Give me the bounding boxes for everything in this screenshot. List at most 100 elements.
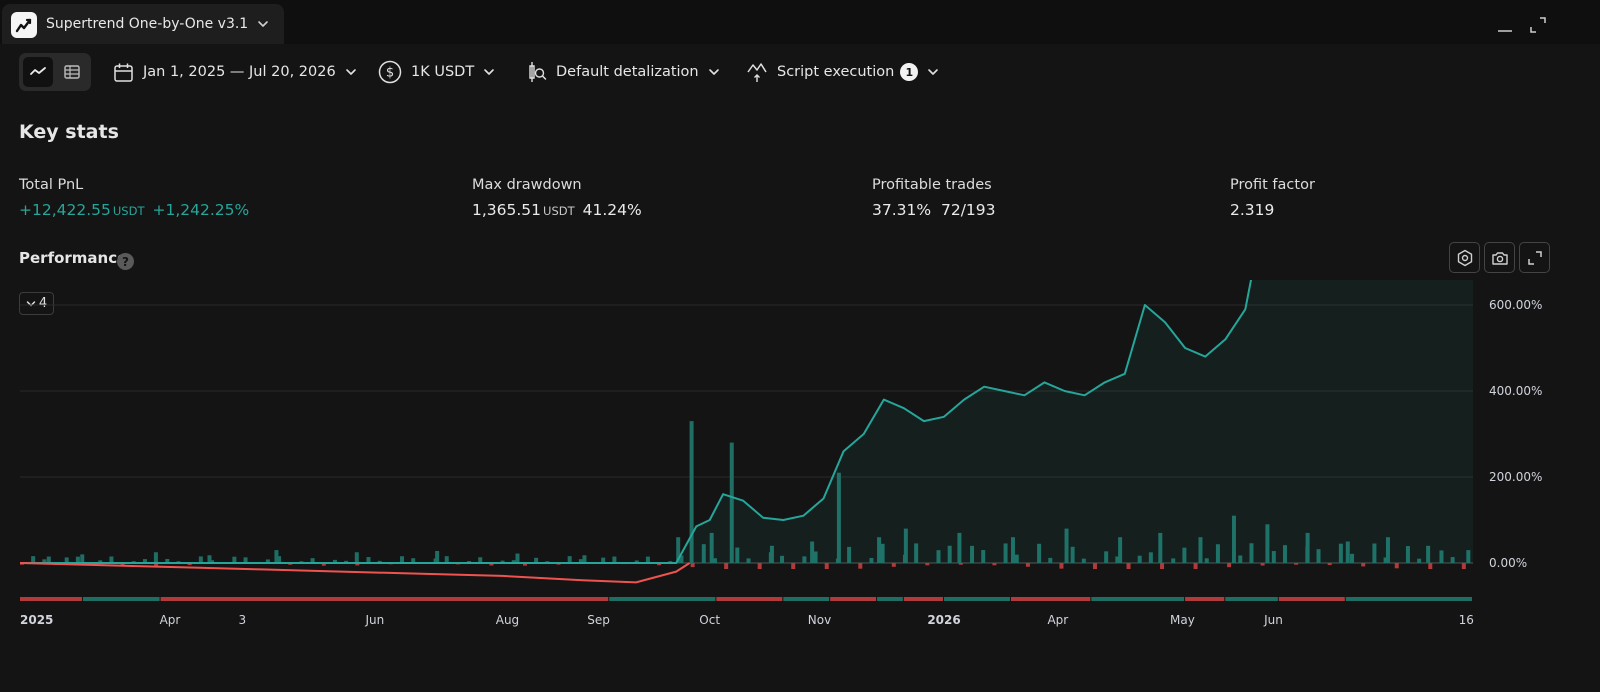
profit-bar [769, 545, 774, 563]
profit-bar [274, 550, 279, 563]
help-icon[interactable]: ? [117, 253, 134, 270]
y-tick-label: 0.00% [1489, 556, 1527, 570]
profit-bar [981, 550, 986, 563]
profit-bar [1204, 558, 1209, 563]
loss-bar [1059, 563, 1064, 569]
profit-bar [1014, 554, 1019, 563]
profit-bar [42, 559, 47, 563]
chart-settings-button[interactable] [1449, 242, 1480, 273]
strategy-tab[interactable]: Supertrend One-by-One v3.1 [2, 4, 284, 44]
chevron-down-icon [345, 69, 356, 75]
profit-bar [645, 556, 650, 563]
loss-bar [690, 563, 695, 568]
loss-bar [522, 563, 527, 566]
profit-bar [802, 556, 807, 563]
maximize-icon[interactable] [1527, 14, 1549, 36]
profit-bar [914, 543, 919, 563]
profit-bar [98, 560, 103, 563]
profit-bar [1171, 558, 1176, 563]
loss-bar [724, 563, 729, 569]
profit-bar [243, 557, 248, 563]
x-tick-label: Jun [1263, 613, 1283, 627]
profit-bar [869, 557, 874, 563]
table-view-button[interactable] [57, 57, 87, 87]
x-tick-label: May [1170, 613, 1195, 627]
loss-bar [858, 563, 863, 569]
x-tick-label: Nov [808, 613, 831, 627]
loss-bar [1327, 563, 1332, 566]
profit-bar [612, 556, 617, 563]
max-drawdown-value: 1,365.51 [472, 201, 542, 219]
profit-bar [1137, 555, 1142, 563]
date-range-label: Jan 1, 2025 — Jul 20, 2026 [143, 64, 336, 80]
profit-bar [1282, 545, 1287, 563]
position-strip-segment [716, 597, 783, 601]
line-chart-icon [30, 67, 46, 75]
profit-bar [957, 532, 962, 563]
profit-bar [534, 557, 539, 563]
profit-bar [515, 553, 520, 563]
profitable-trades-value-row: 37.31% 72/193 [872, 201, 996, 219]
loss-bar [355, 563, 360, 566]
profit-bar [511, 560, 516, 563]
performance-title: Performance [19, 249, 128, 267]
position-strip-segment [1010, 597, 1091, 601]
loss-bar [1428, 563, 1433, 569]
profit-bar [947, 545, 952, 563]
profit-bar [310, 558, 315, 563]
chart-view-button[interactable] [23, 57, 53, 87]
x-tick-label: Aug [496, 613, 519, 627]
profitable-trades-label: Profitable trades [872, 177, 992, 193]
y-tick-label: 400.00% [1489, 384, 1542, 398]
loss-bar [891, 563, 896, 567]
collapse-series-toggle[interactable]: 4 [19, 292, 54, 315]
capital-dropdown[interactable]: $ 1K USDT [378, 58, 495, 86]
total-pnl-percent: +1,242.25% [152, 201, 250, 219]
loss-bar [1193, 563, 1198, 569]
profit-bar [712, 558, 717, 563]
loss-bar [992, 563, 997, 566]
profit-bar [332, 559, 337, 563]
profit-bar [810, 541, 815, 563]
max-drawdown-unit: USDT [543, 204, 575, 218]
profit-bar [1148, 552, 1153, 563]
calendar-icon [114, 63, 133, 82]
performance-chart[interactable]: 1,200.00%1,000.00%800.00%600.00%400.00%2… [0, 280, 1600, 650]
profit-bar [354, 552, 359, 563]
profit-bar [265, 559, 270, 563]
chart-icon [11, 12, 37, 38]
detalization-dropdown[interactable]: Default detalization [527, 58, 720, 86]
expand-icon [1527, 250, 1542, 265]
profit-bar [277, 556, 282, 563]
loss-bar [791, 563, 796, 569]
profit-bar [411, 558, 416, 563]
max-drawdown-label: Max drawdown [472, 177, 582, 193]
profit-bar [1265, 524, 1270, 563]
profit-bar [198, 556, 203, 563]
minimize-icon[interactable] [1494, 14, 1516, 36]
fullscreen-button[interactable] [1519, 242, 1550, 273]
profit-bar [366, 557, 371, 563]
date-range-dropdown[interactable]: Jan 1, 2025 — Jul 20, 2026 [113, 58, 357, 86]
profit-bar [1350, 553, 1355, 563]
profit-bar [729, 442, 734, 563]
profit-bar [877, 537, 882, 563]
chevron-down-icon [484, 69, 494, 75]
script-execution-badge: 1 [900, 63, 919, 81]
x-tick-label: 16 [1459, 613, 1474, 627]
x-tick-label: Sep [587, 613, 610, 627]
profit-bar [1081, 558, 1086, 563]
profit-bar [1118, 537, 1123, 563]
total-pnl-value: +12,422.55 [19, 201, 111, 219]
loss-bar [1294, 563, 1299, 565]
loss-bar [1126, 563, 1131, 569]
script-execution-dropdown[interactable]: Script execution 1 [746, 58, 939, 86]
profit-bar [813, 551, 818, 563]
screenshot-button[interactable] [1484, 242, 1515, 273]
profit-bar [109, 556, 114, 563]
chevron-down-icon[interactable] [256, 17, 270, 31]
profit-bar [1182, 547, 1187, 563]
tab-title: Supertrend One-by-One v3.1 [46, 16, 249, 32]
profit-bar [400, 556, 405, 563]
stat-max-drawdown: Max drawdown 1,365.51 USDT 41.24% [472, 177, 642, 219]
